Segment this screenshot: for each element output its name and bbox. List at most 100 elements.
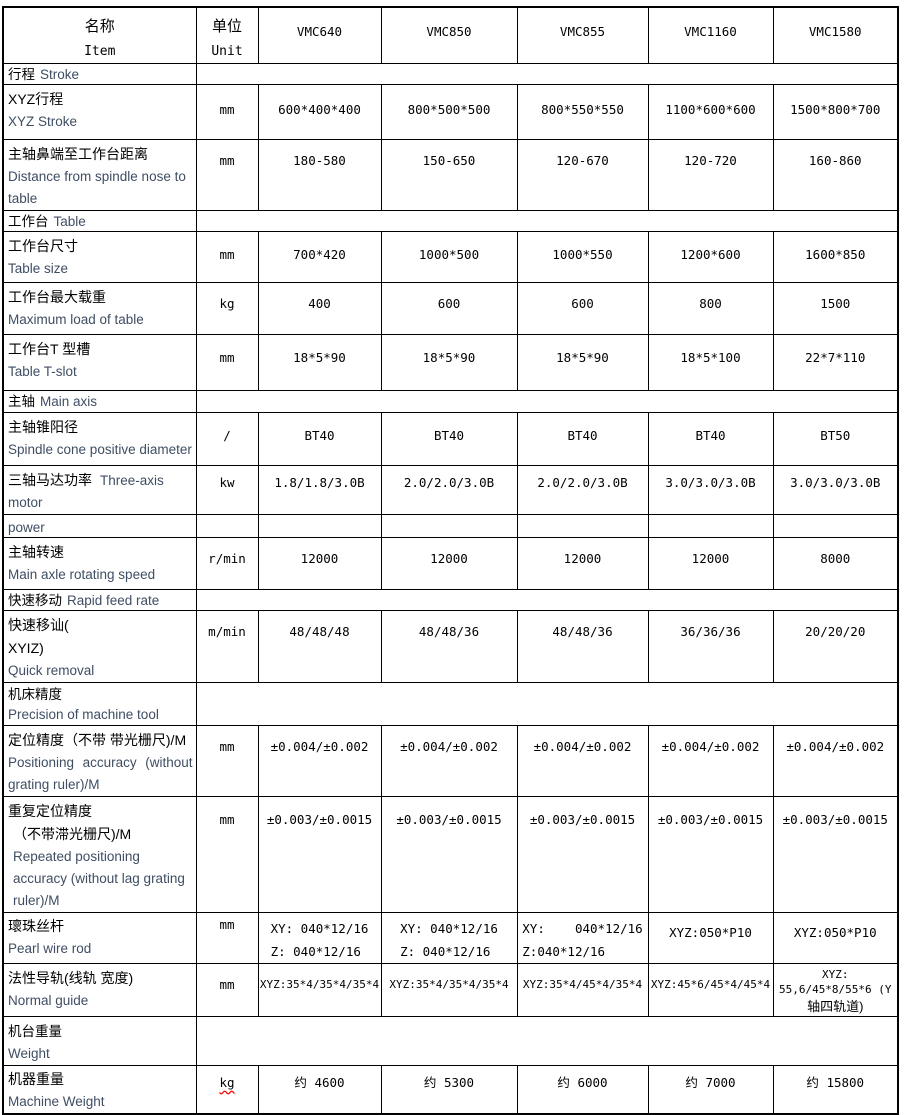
value-cell: ±0.003/±0.0015 [257,795,382,913]
value-cell: 120-720 [647,138,774,211]
unit-cell: / [195,411,259,466]
item-cell: 三轴马达功率 Three-axis motor [2,464,197,515]
item-label-en: Three-axis motor [8,472,164,510]
value-line: Z: 040*12/16 [270,943,361,959]
value-cell: 12000 [516,536,649,590]
row-ball-screw: 瓌珠丝杆 Pearl wire rod mm XY: 040*12/16 Z: … [2,911,899,964]
item-label-cn: 三轴马达功率 [8,471,92,488]
header-unit-cell: 单位 Unit [195,6,259,64]
item-label-en2: power [8,519,45,535]
row-section-weight: 机台重量 Weight [2,1015,899,1066]
spec-table: 名称 Item 单位 Unit VMC640 VMC850 VMC855 VMC… [2,6,899,1115]
value-lines: XY: 040*12/16 Z:040*12/16 [522,917,642,963]
value-cell: 20/20/20 [772,609,899,683]
item-cell: 机器重量 Machine Weight [2,1064,197,1114]
item-label-en: Pearl wire rod [8,940,92,956]
section-label-cell: 主轴 Main axis [2,389,197,413]
value-cell: XYZ:35*4/35*4/35*4 [380,962,518,1017]
section-label-cell: 快速移动 Rapid feed rate [2,588,197,611]
value-cell: 800*500*500 [380,83,518,140]
item-cell: 瓌珠丝杆 Pearl wire rod [2,911,197,964]
unit-cell: mm [195,962,259,1017]
item-label-cn: 主轴转速 [8,543,64,560]
value-cell: 3.0/3.0/3.0B [772,464,899,515]
value-cell: 18*5*90 [257,333,382,391]
header-item-cell: 名称 Item [2,6,197,64]
value-cell: 600 [380,281,518,335]
value-cell: 18*5*100 [647,333,774,391]
unit-cell: kg [195,1064,259,1114]
value-cell: 48/48/36 [516,609,649,683]
value-cell: XYZ:050*P10 [772,911,899,964]
value-cell: 160-860 [772,138,899,211]
item-label-cn: 工作台最大载重 [8,288,106,305]
value-cell: ±0.003/±0.0015 [772,795,899,913]
item-cell: 主轴转速 Main axle rotating speed [2,536,197,590]
merged-empty-cell [195,389,899,413]
row-section-main-axis: 主轴 Main axis [2,389,899,413]
item-cell: 主轴鼻端至工作台距离 Distance from spindle nose to… [2,138,197,211]
item-label-cn: 工作台T 型槽 [8,340,91,357]
value-cell: 1.8/1.8/3.0B [257,464,382,515]
value-cell: 400 [257,281,382,335]
value-cell: 1000*500 [380,230,518,283]
row-guide: 法性导轨(线轨 宽度) Normal guide mm XYZ:35*4/35*… [2,962,899,1017]
value-cell-empty [516,513,649,538]
value-cell: 18*5*90 [380,333,518,391]
item-label-line: 三轴马达功率 Three-axis motor [8,469,193,514]
value-cell: 48/48/36 [380,609,518,683]
value-cell: 12000 [257,536,382,590]
item-label-cn: 重复定位精度 [8,802,92,819]
item-cell: 定位精度（不带 带光栅尺)/M Positioning accuracy (wi… [2,724,197,797]
value-cell-empty [380,513,518,538]
item-label-cn: 快速移讪( [8,616,69,633]
item-label-en: Distance from spindle nose to table [8,168,186,206]
value-line: XYZ: [822,967,849,981]
merged-empty-cell [195,681,899,726]
value-line: 轴四轨道) [807,998,864,1014]
value-cell: 1200*600 [647,230,774,283]
item-cell: 工作台T 型槽 Table T-slot [2,333,197,391]
row-t-slot: 工作台T 型槽 Table T-slot mm 18*5*90 18*5*90 … [2,333,899,391]
item-label-en: Spindle cone positive diameter [8,441,192,457]
value-cell: ±0.003/±0.0015 [516,795,649,913]
value-cell: 36/36/36 [647,609,774,683]
value-cell: 600*400*400 [257,83,382,140]
value-cell: 800 [647,281,774,335]
section-label-cn: 快速移动 [8,592,62,608]
value-lines: XY: 040*12/16 Z: 040*12/16 [400,917,498,963]
unit-cell: kg [195,281,259,335]
item-cell: 工作台尺寸 Table size [2,230,197,283]
section-label-en: Main axis [40,393,98,409]
row-motor-power-cont: power [2,513,899,538]
value-cell: XY: 040*12/16 Z: 040*12/16 [380,911,518,964]
header-model-vmc640: VMC640 [257,6,382,64]
value-line: 55,6/45*8/55*6 (Y [778,982,892,996]
item-label-cn: 瓌珠丝杆 [8,917,64,934]
section-label-cell: 行程 Stroke [2,62,197,85]
unit-misspelled: kg [219,1074,235,1090]
value-cell: 约 5300 [380,1064,518,1114]
item-label-en: Positioning accuracy (without grating ru… [8,754,193,792]
merged-empty-cell [195,209,899,232]
unit-cell: mm [195,138,259,211]
value-cell: ±0.003/±0.0015 [380,795,518,913]
value-cell: XY: 040*12/16 Z: 040*12/16 [257,911,382,964]
value-cell: BT40 [257,411,382,466]
section-label-cn: 主轴 [8,393,35,409]
value-line: XY: 040*12/16 [400,920,498,936]
header-model-vmc850: VMC850 [380,6,518,64]
header-item-en: Item [84,44,116,59]
item-label-en: XYZ Stroke [8,113,78,129]
value-cell: 1100*600*600 [647,83,774,140]
section-label-en: Precision of machine tool [8,706,159,722]
row-xyz-stroke: XYZ行程 XYZ Stroke mm 600*400*400 800*500*… [2,83,899,140]
item-label-cn: 工作台尺寸 [8,237,78,254]
item-cell: XYZ行程 XYZ Stroke [2,83,197,140]
header-model-vmc855: VMC855 [516,6,649,64]
row-spindle-speed: 主轴转速 Main axle rotating speed r/min 1200… [2,536,899,590]
value-cell: 约 4600 [257,1064,382,1114]
row-table-size: 工作台尺寸 Table size mm 700*420 1000*500 100… [2,230,899,283]
item-label-en: Quick removal [8,662,95,678]
value-cell: BT40 [380,411,518,466]
